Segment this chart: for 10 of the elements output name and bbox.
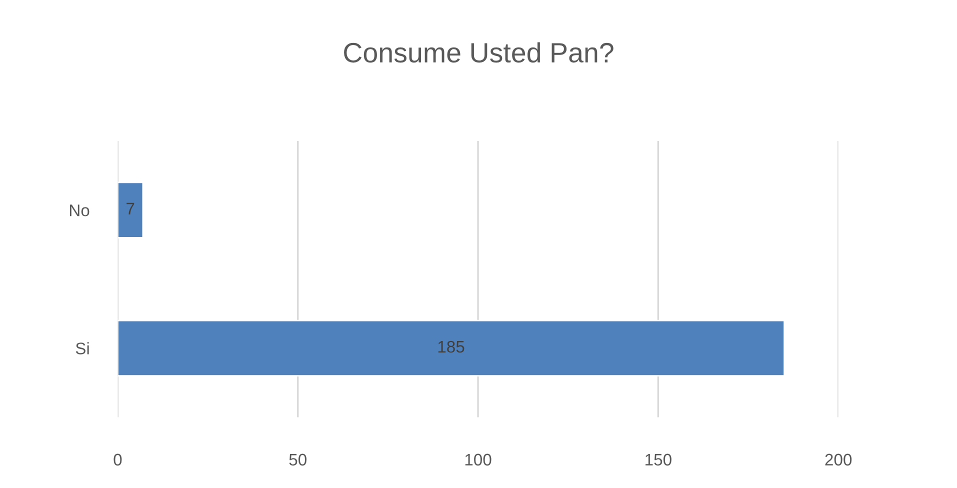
y-tick-label: Si [76, 342, 89, 354]
x-tick-label: 0 [114, 454, 122, 466]
data-label: 7 [126, 202, 134, 214]
x-tick-label: 150 [646, 454, 672, 466]
x-tick-label: 100 [465, 454, 492, 466]
x-tick-label: 50 [289, 454, 306, 466]
x-tick-label: 200 [825, 454, 852, 466]
data-label: 185 [438, 340, 464, 353]
y-tick-label: No [70, 204, 90, 216]
chart-title: Consume Usted Pan? [344, 42, 614, 63]
